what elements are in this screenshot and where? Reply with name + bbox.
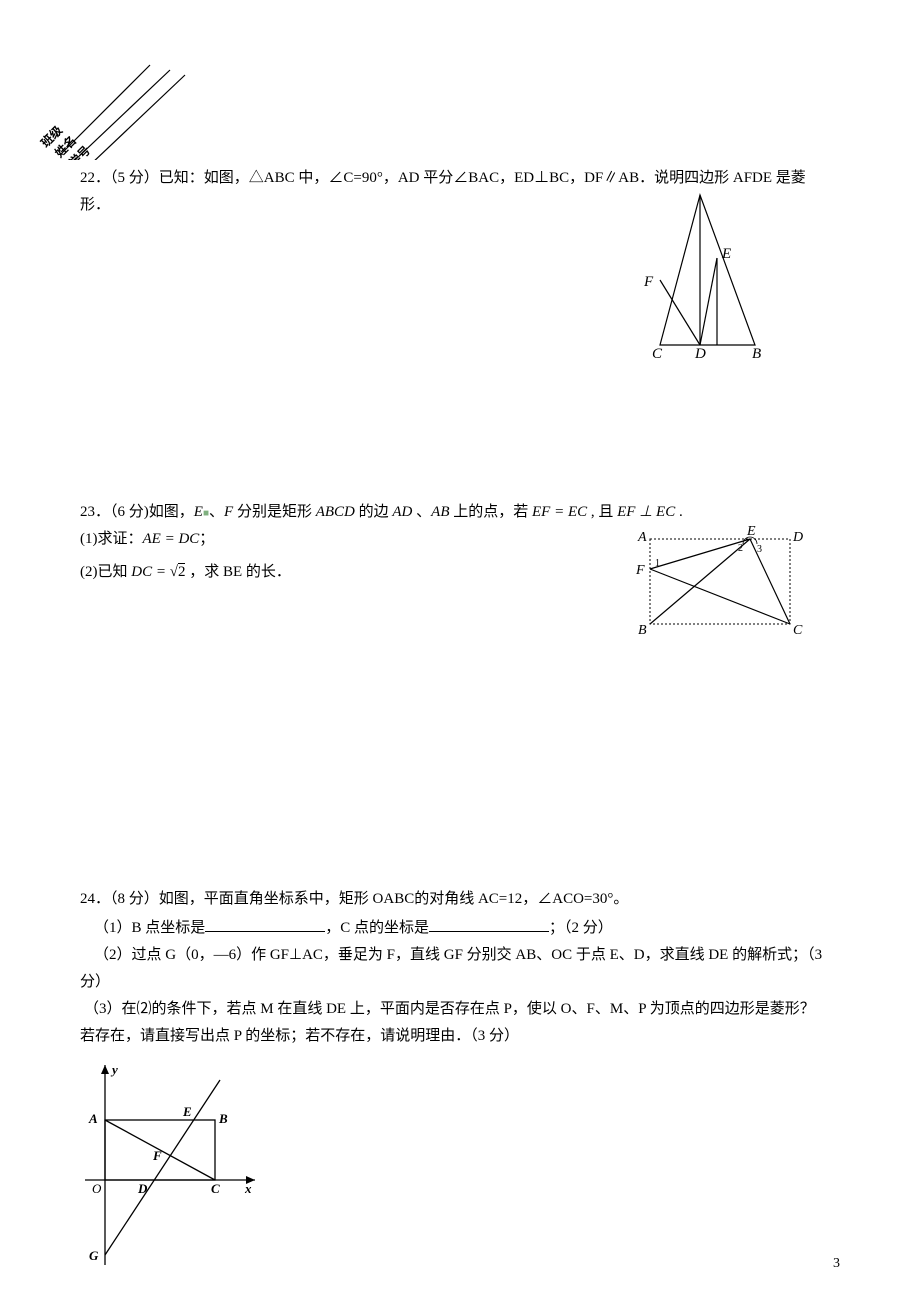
q23-points: （6 分) [110,504,149,520]
q24-part2b: 分） [80,969,840,996]
page-content: 22．（5 分）已知：如图，△ABC 中，∠C=90°，AD 平分∠BAC，ED… [0,0,920,1280]
svg-text:x: x [244,1181,252,1196]
svg-text:A: A [637,530,647,545]
svg-text:F: F [152,1148,162,1163]
svg-text:B: B [752,346,761,360]
svg-text:y: y [110,1062,118,1077]
q24-figure: O A B C D E F G x y [80,1060,265,1270]
svg-text:D: D [792,530,803,545]
q24-intro: 24．（8 分）如图，平面直角坐标系中，矩形 OABC的对角线 AC=12，∠A… [80,886,840,913]
svg-text:A: A [88,1111,98,1126]
svg-text:D: D [137,1181,148,1196]
q22-number: 22． [80,170,110,186]
q23-figure-wrap: A D B C E F 1 2 3 [635,524,810,649]
question-24: 24．（8 分）如图，平面直角坐标系中，矩形 OABC的对角线 AC=12，∠A… [80,886,840,1280]
q22-figure: A C B D E F [640,190,780,360]
svg-text:C: C [652,346,663,360]
corner-binding-label: 班级 姓名 学号 [20,40,190,160]
q22-points: （5 分） [110,170,159,186]
svg-text:B: B [638,623,647,638]
svg-text:O: O [92,1181,102,1196]
corner-svg: 班级 姓名 学号 [20,40,190,160]
q24-part3a: （3）在⑵的条件下，若点 M 在直线 DE 上，平面内是否存在点 P，使以 O、… [80,996,840,1023]
question-23: 23．（6 分)如图，E■、F 分别是矩形 ABCD 的边 AD 、AB 上的点… [80,499,840,586]
blank-c-coord[interactable] [429,913,549,932]
svg-text:C: C [211,1181,220,1196]
svg-text:3: 3 [757,544,762,555]
q24-points: （8 分） [110,891,159,907]
q24-figure-wrap: O A B C D E F G x y [80,1060,840,1280]
question-22: 22．（5 分）已知：如图，△ABC 中，∠C=90°，AD 平分∠BAC，ED… [80,165,840,219]
q22-text1: 已知：如图，△ABC 中，∠C=90°，AD 平分∠BAC，ED⊥BC，DF∥A… [159,170,806,186]
svg-text:1: 1 [655,558,660,569]
svg-text:D: D [694,346,706,360]
q24-number: 24． [80,891,110,907]
q23-intro: 23．（6 分)如图，E■、F 分别是矩形 ABCD 的边 AD 、AB 上的点… [80,499,840,526]
page-number: 3 [833,1256,840,1272]
q23-number: 23． [80,504,110,520]
svg-text:F: F [643,274,654,290]
q23-intro-text: 如图， [149,504,194,520]
q24-part2: （2）过点 G（0，—6）作 GF⊥AC，垂足为 F，直线 GF 分别交 AB、… [80,942,840,969]
blank-b-coord[interactable] [205,913,325,932]
q24-part3b: 若存在，请直接写出点 P 的坐标；若不存在，请说明理由．（3 分） [80,1023,840,1050]
svg-text:E: E [721,246,731,262]
svg-text:C: C [793,623,803,638]
svg-text:2: 2 [738,543,743,554]
svg-text:B: B [218,1111,228,1126]
q22-figure-wrap: A C B D E F [640,190,780,370]
svg-text:F: F [635,563,645,578]
svg-text:E: E [182,1104,192,1119]
q22-line1: 22．（5 分）已知：如图，△ABC 中，∠C=90°，AD 平分∠BAC，ED… [80,165,840,192]
svg-text:G: G [89,1248,99,1263]
q23-figure: A D B C E F 1 2 3 [635,524,810,639]
q24-part1: （1）B 点坐标是，C 点的坐标是；（2 分） [80,913,840,942]
svg-text:A: A [696,190,707,194]
